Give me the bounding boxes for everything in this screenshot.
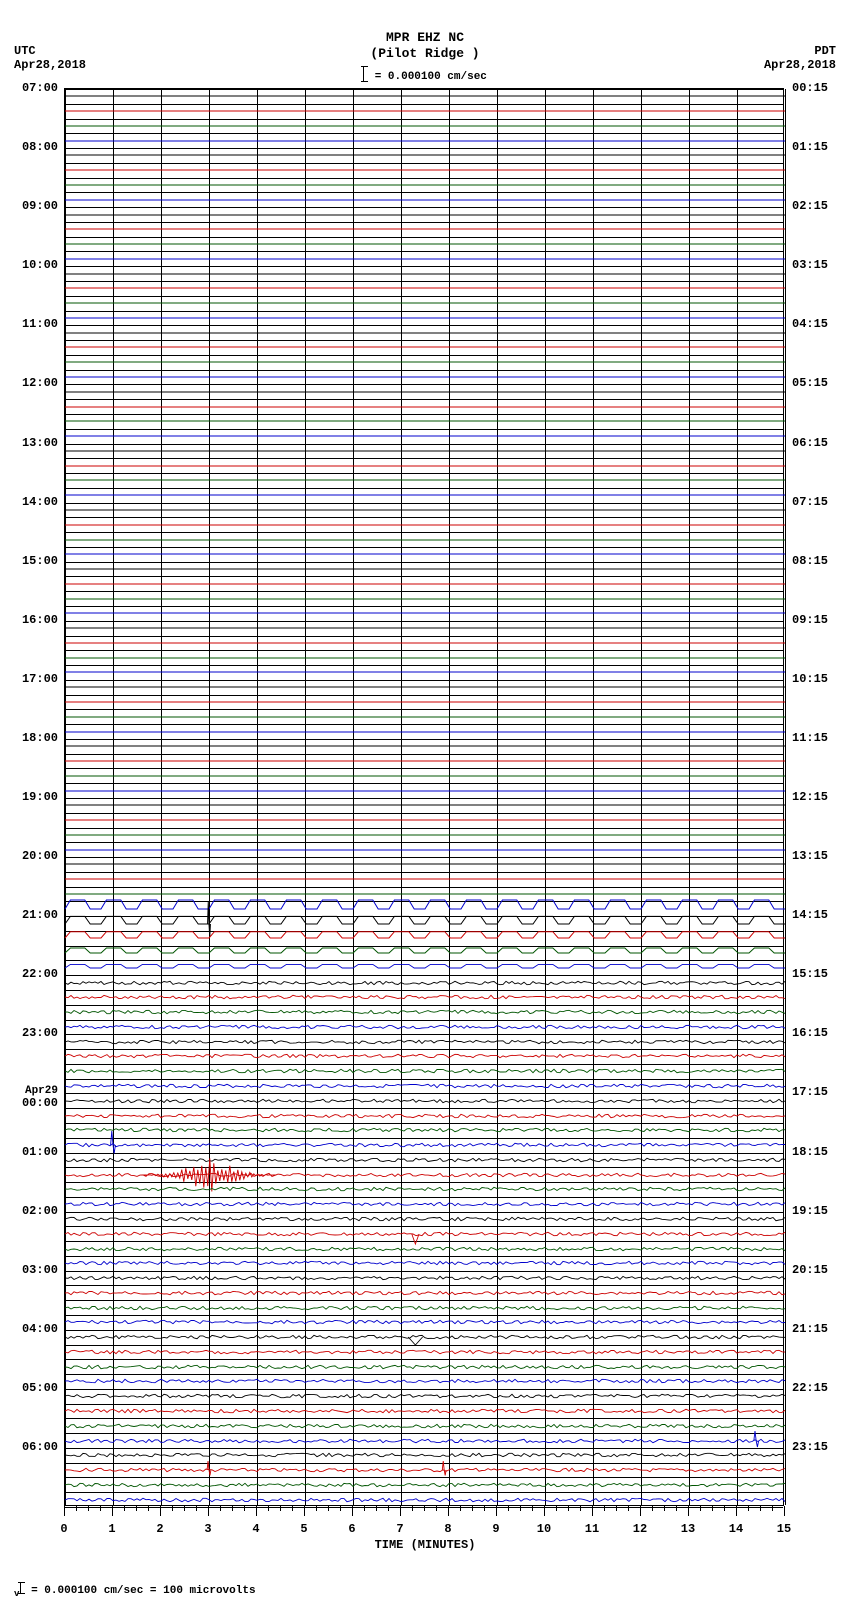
hour-label-utc: 15:00: [14, 555, 58, 567]
hour-label-pdt: 05:15: [792, 377, 836, 389]
x-axis-title: TIME (MINUTES): [0, 1538, 850, 1552]
x-tick-label: 5: [294, 1522, 314, 1536]
footer-scale: v = 0.000100 cm/sec = 100 microvolts: [14, 1584, 256, 1599]
hour-label-utc: 16:00: [14, 614, 58, 626]
hour-label-utc: 08:00: [14, 141, 58, 153]
hour-label-pdt: 01:15: [792, 141, 836, 153]
hour-label-pdt: 22:15: [792, 1382, 836, 1394]
tz-left-label: UTC: [14, 44, 36, 58]
hour-label-pdt: 04:15: [792, 318, 836, 330]
hour-label-utc: 22:00: [14, 968, 58, 980]
x-tick-label: 7: [390, 1522, 410, 1536]
hour-label-utc: 04:00: [14, 1323, 58, 1335]
seismogram-plot: [64, 88, 784, 1506]
x-tick-label: 1: [102, 1522, 122, 1536]
hour-label-pdt: 18:15: [792, 1146, 836, 1158]
x-tick-label: 10: [534, 1522, 554, 1536]
hour-label-utc: 19:00: [14, 791, 58, 803]
tz-right-label: PDT: [814, 44, 836, 58]
hour-label-pdt: 09:15: [792, 614, 836, 626]
x-tick-label: 0: [54, 1522, 74, 1536]
hour-label-utc: 23:00: [14, 1027, 58, 1039]
hour-label-pdt: 16:15: [792, 1027, 836, 1039]
hour-label-pdt: 07:15: [792, 496, 836, 508]
hour-label-utc: 07:00: [14, 82, 58, 94]
hour-label-utc: 21:00: [14, 909, 58, 921]
hour-label-pdt: 23:15: [792, 1441, 836, 1453]
hour-label-pdt: 20:15: [792, 1264, 836, 1276]
hour-label-utc: 12:00: [14, 377, 58, 389]
x-tick-label: 15: [774, 1522, 794, 1536]
hour-label-utc: 02:00: [14, 1205, 58, 1217]
hour-label-pdt: 02:15: [792, 200, 836, 212]
hour-label-pdt: 08:15: [792, 555, 836, 567]
hour-label-pdt: 00:15: [792, 82, 836, 94]
x-tick-label: 3: [198, 1522, 218, 1536]
hour-label-utc: 05:00: [14, 1382, 58, 1394]
hour-label-utc: 20:00: [14, 850, 58, 862]
hour-label-utc: 10:00: [14, 259, 58, 271]
x-tick-label: 8: [438, 1522, 458, 1536]
x-tick-label: 12: [630, 1522, 650, 1536]
hour-label-pdt: 17:15: [792, 1086, 836, 1098]
x-tick-label: 14: [726, 1522, 746, 1536]
x-tick-label: 9: [486, 1522, 506, 1536]
hour-label-utc: 06:00: [14, 1441, 58, 1453]
hour-label-utc: 17:00: [14, 673, 58, 685]
scale-bar-icon: [363, 66, 364, 82]
hour-label-pdt: 19:15: [792, 1205, 836, 1217]
hour-label-pdt: 21:15: [792, 1323, 836, 1335]
hour-label-utc: 03:00: [14, 1264, 58, 1276]
hour-label-pdt: 14:15: [792, 909, 836, 921]
x-tick-label: 11: [582, 1522, 602, 1536]
hour-label-pdt: 12:15: [792, 791, 836, 803]
hour-label-utc: 13:00: [14, 437, 58, 449]
x-tick-label: 13: [678, 1522, 698, 1536]
hour-label-pdt: 03:15: [792, 259, 836, 271]
hour-label-utc: Apr2900:00: [14, 1086, 58, 1109]
station-code: MPR EHZ NC: [0, 30, 850, 46]
x-tick-label: 4: [246, 1522, 266, 1536]
hour-label-utc: 09:00: [14, 200, 58, 212]
hour-label-utc: 01:00: [14, 1146, 58, 1158]
chart-header: MPR EHZ NC (Pilot Ridge ): [0, 30, 850, 61]
x-tick-label: 6: [342, 1522, 362, 1536]
hour-label-utc: 14:00: [14, 496, 58, 508]
hour-label-pdt: 10:15: [792, 673, 836, 685]
hour-label-pdt: 13:15: [792, 850, 836, 862]
site-name: (Pilot Ridge ): [0, 46, 850, 62]
footer-text: = 0.000100 cm/sec = 100 microvolts: [31, 1585, 255, 1597]
x-tick-label: 2: [150, 1522, 170, 1536]
hour-label-pdt: 11:15: [792, 732, 836, 744]
hour-label-pdt: 15:15: [792, 968, 836, 980]
hour-label-pdt: 06:15: [792, 437, 836, 449]
hour-label-utc: 18:00: [14, 732, 58, 744]
scale-bar-icon: [20, 1582, 21, 1594]
hour-label-utc: 11:00: [14, 318, 58, 330]
